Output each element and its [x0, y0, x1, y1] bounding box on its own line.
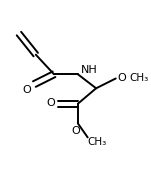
Text: CH₃: CH₃	[129, 73, 148, 83]
Text: O: O	[118, 73, 126, 83]
Text: O: O	[47, 98, 56, 108]
Text: O: O	[22, 85, 31, 95]
Text: NH: NH	[81, 65, 97, 75]
Text: O: O	[71, 126, 80, 136]
Text: CH₃: CH₃	[88, 137, 107, 147]
